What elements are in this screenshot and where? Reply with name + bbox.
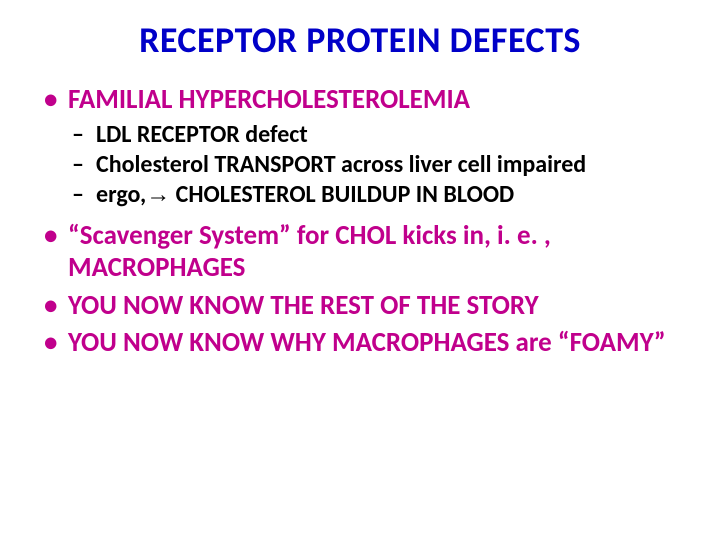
sub-item: Cholesterol TRANSPORT across liver cell … [68, 150, 680, 180]
sub-item: ergo,→ CHOLESTEROL BUILDUP IN BLOOD [68, 180, 680, 210]
bullet-list: FAMILIAL HYPERCHOLESTEROLEMIA LDL RECEPT… [40, 84, 680, 359]
bullet-item: FAMILIAL HYPERCHOLESTEROLEMIA LDL RECEPT… [40, 84, 680, 210]
bullet-text: YOU NOW KNOW THE REST OF THE STORY [68, 289, 539, 322]
bullet-text: FAMILIAL HYPERCHOLESTEROLEMIA [68, 83, 470, 116]
slide-title: RECEPTOR PROTEIN DEFECTS [40, 18, 680, 62]
bullet-item: YOU NOW KNOW THE REST OF THE STORY [40, 290, 680, 322]
bullet-text: YOU NOW KNOW WHY MACROPHAGES are “FOAMY” [68, 326, 666, 359]
slide: RECEPTOR PROTEIN DEFECTS FAMILIAL HYPERC… [0, 0, 720, 540]
sub-text: Cholesterol TRANSPORT across liver cell … [96, 150, 586, 179]
sub-rest: CHOLESTEROL BUILDUP IN BLOOD [170, 180, 514, 209]
bullet-item: “Scavenger System” for CHOL kicks in, i.… [40, 220, 680, 284]
bullet-item: YOU NOW KNOW WHY MACROPHAGES are “FOAMY” [40, 327, 680, 359]
bullet-text: “Scavenger System” for CHOL kicks in, i.… [68, 219, 551, 284]
arrow-icon: → [146, 181, 170, 208]
sub-prefix: ergo, [96, 180, 146, 209]
sub-text: LDL RECEPTOR defect [96, 120, 308, 149]
sub-list: LDL RECEPTOR defect Cholesterol TRANSPOR… [68, 120, 680, 210]
sub-item: LDL RECEPTOR defect [68, 120, 680, 150]
